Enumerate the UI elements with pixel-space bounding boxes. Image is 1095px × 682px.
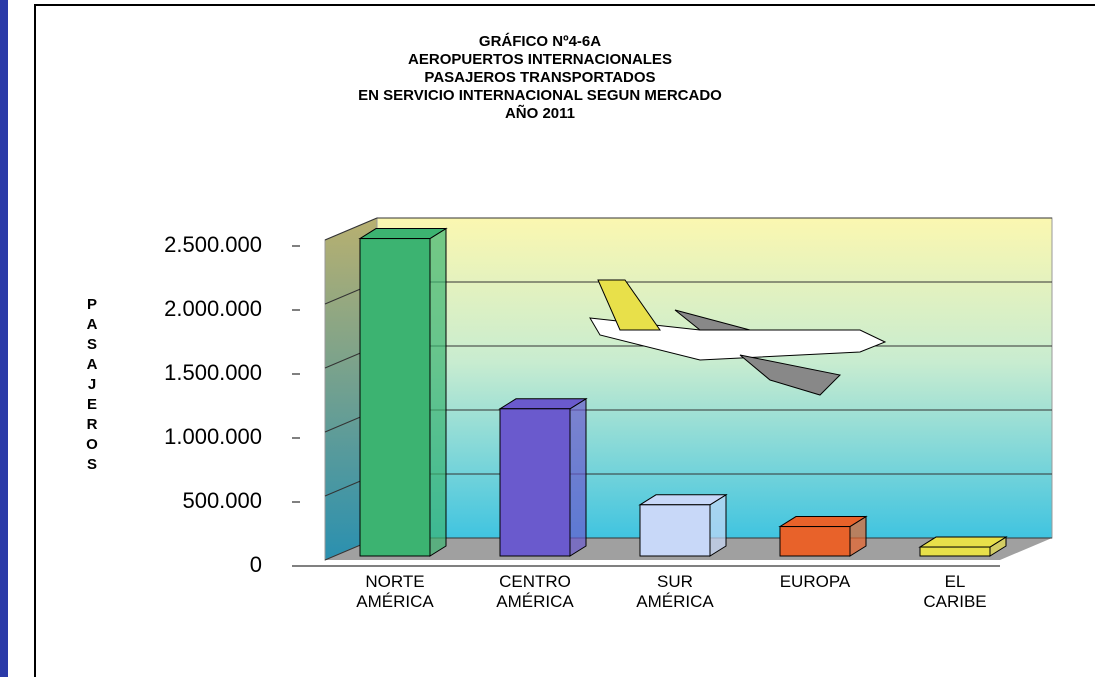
bar-side (569, 397, 587, 557)
y-tick-label: 1.500.000 (164, 360, 262, 385)
bar (919, 546, 991, 557)
bar-top (498, 398, 588, 410)
y-tick-label: 0 (250, 552, 262, 577)
bar-top (918, 536, 1008, 548)
plane-illustration (589, 279, 887, 396)
x-tick-label: SUR AMÉRICA (636, 572, 714, 611)
back-wall (376, 217, 1053, 539)
chart-border (34, 4, 1095, 677)
bar-side (429, 227, 447, 557)
bar-top (358, 228, 448, 240)
chart-title: EN SERVICIO INTERNACIONAL SEGUN MERCADO (358, 87, 722, 104)
y-tick-label: 2.000.000 (164, 296, 262, 321)
x-tick-label: EUROPA (780, 572, 851, 591)
x-tick-label: EL CARIBE (923, 572, 986, 611)
bar-top (778, 516, 868, 528)
bar (639, 504, 711, 557)
chart-title: GRÁFICO Nº4-6A (479, 33, 601, 50)
bar (779, 526, 851, 557)
chart-title: AÑO 2011 (505, 104, 575, 122)
chart-title: AEROPUERTOS INTERNACIONALES (408, 51, 672, 68)
x-tick-label: NORTE AMÉRICA (356, 572, 434, 611)
bar-side (709, 493, 727, 557)
chart-title: PASAJEROS TRANSPORTADOS (424, 69, 655, 86)
bar (359, 238, 431, 557)
sheet-edge (0, 0, 8, 677)
grid-line (324, 217, 378, 241)
y-tick-label: 2.500.000 (164, 232, 262, 257)
x-tick-label: CENTRO AMÉRICA (496, 572, 574, 611)
y-tick-label: 500.000 (182, 488, 262, 513)
y-tick-label: 1.000.000 (164, 424, 262, 449)
bar (499, 408, 571, 557)
bar-top (638, 494, 728, 506)
